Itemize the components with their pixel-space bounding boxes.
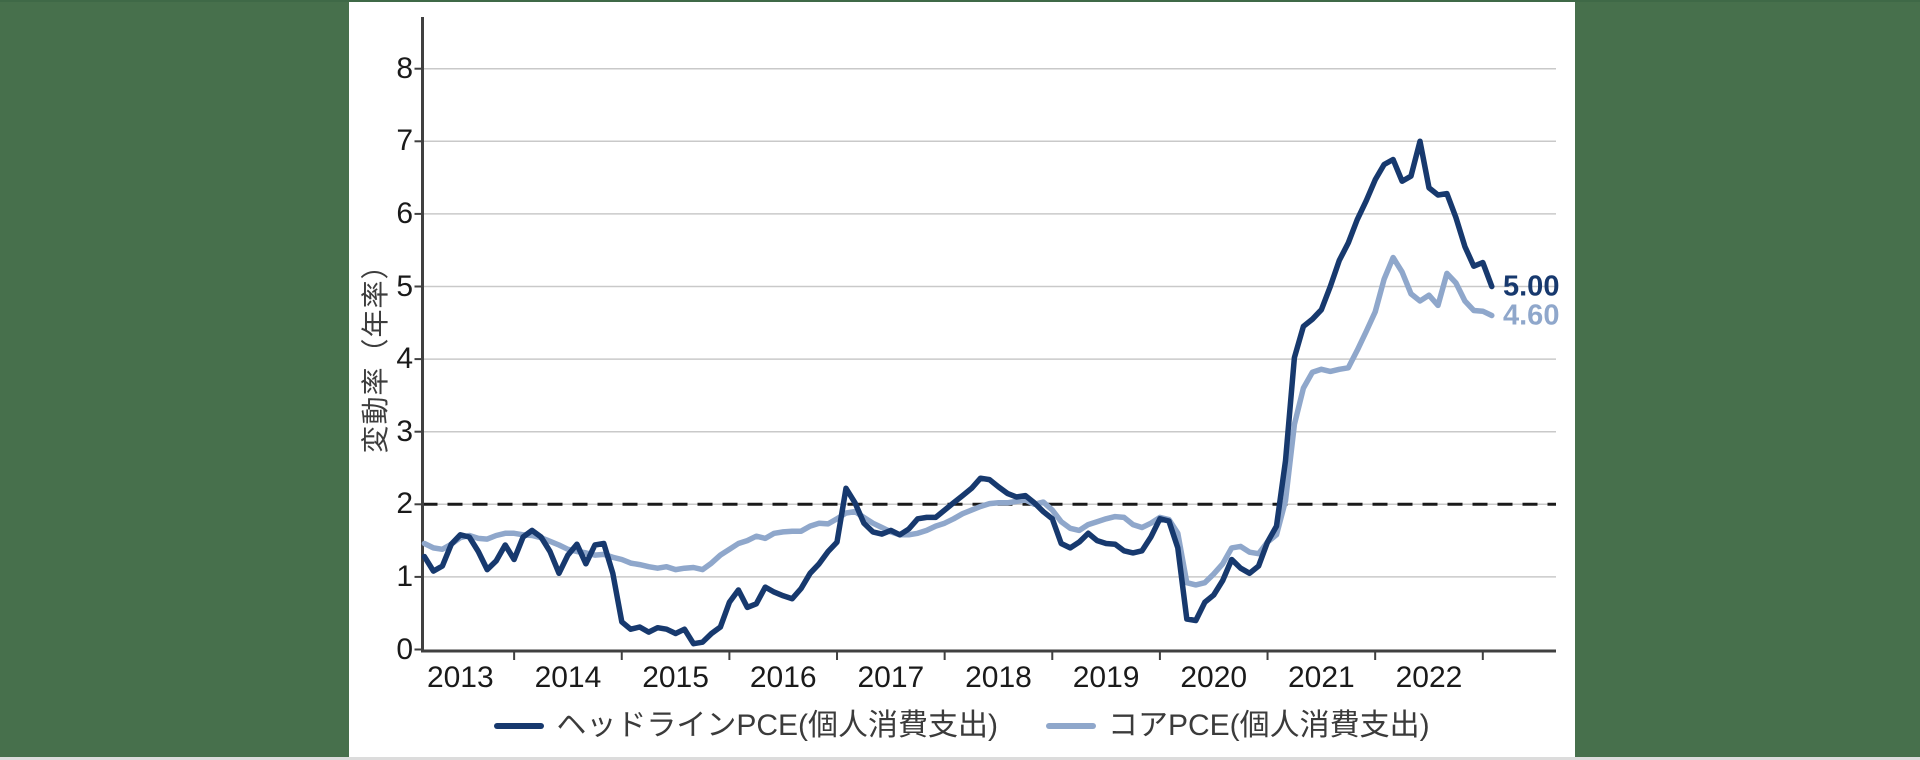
x-axis-year-label: 2022 — [1395, 661, 1463, 694]
core-end-value-label: 4.60 — [1503, 299, 1560, 332]
core-pce-legend-label: コアPCE(個人消費支出) — [1108, 709, 1430, 742]
x-axis-year-label: 2021 — [1287, 661, 1355, 694]
y-axis-tick-label: 5 — [396, 269, 413, 303]
core-pce-line — [421, 254, 1495, 588]
x-axis-year-label: 2013 — [426, 661, 494, 694]
x-axis-year-label: 2016 — [749, 661, 817, 694]
x-axis-year-label: 2014 — [534, 661, 602, 694]
headline-end-value-label: 5.00 — [1503, 270, 1560, 303]
headline-pce-legend-label: ヘッドラインPCE(個人消費支出) — [556, 709, 998, 742]
y-axis-tick-label: 7 — [396, 124, 413, 158]
y-axis-tick-label: 6 — [396, 196, 413, 230]
y-axis-tick-label: 1 — [396, 559, 413, 593]
left-green-margin-band — [0, 0, 349, 760]
bottom-gray-edge — [0, 757, 1920, 760]
y-axis-tick-label: 4 — [396, 342, 413, 376]
core-pce-line-swatch-icon — [1046, 723, 1096, 729]
legend-entry-headline-pce: ヘッドラインPCE(個人消費支出) — [494, 711, 998, 741]
y-axis-tick-label: 3 — [396, 414, 413, 448]
x-axis-year-label: 2018 — [965, 661, 1032, 694]
x-axis-year-label: 2019 — [1072, 661, 1140, 694]
legend-entry-core-pce: コアPCE(個人消費支出) — [1046, 711, 1430, 741]
y-axis-tick-label: 8 — [396, 51, 413, 85]
headline-pce-line-swatch-icon — [494, 723, 545, 729]
x-axis-year-label: 2020 — [1180, 661, 1248, 694]
x-axis-year-label: 2017 — [857, 661, 925, 694]
right-green-margin-band — [1575, 0, 1920, 760]
y-axis-tick-label: 2 — [396, 487, 413, 521]
x-axis-year-label: 2015 — [642, 661, 709, 694]
headline-pce-line — [421, 138, 1495, 647]
top-green-edge — [0, 0, 1920, 2]
y-axis-tick-label: 0 — [396, 632, 413, 666]
chart-legend: ヘッドラインPCE(個人消費支出) コアPCE(個人消費支出) — [349, 700, 1575, 752]
